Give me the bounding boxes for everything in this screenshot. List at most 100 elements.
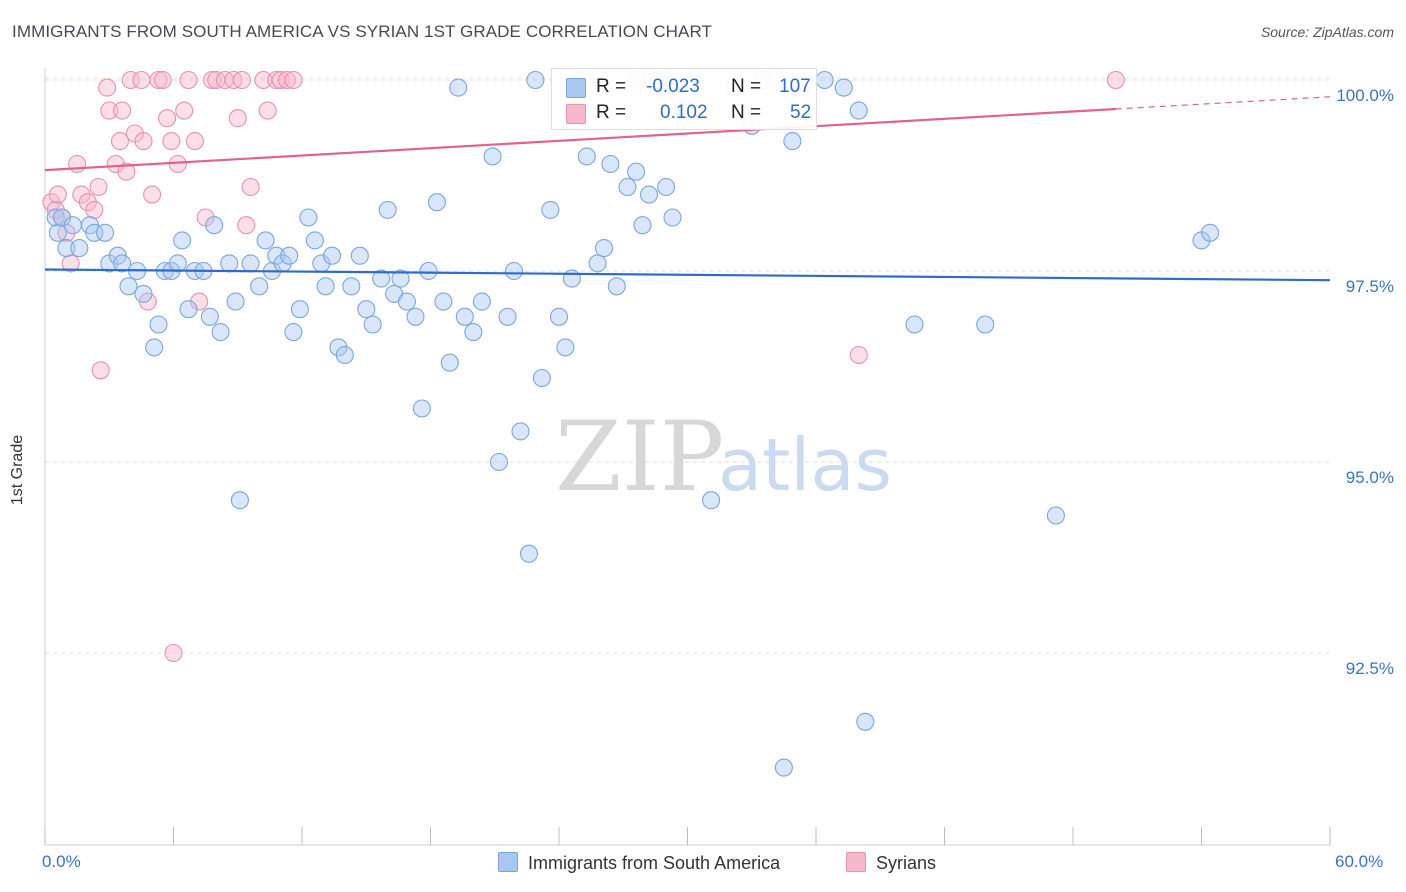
south-america-point-30 <box>241 254 260 273</box>
south-america-point-71 <box>526 70 545 90</box>
south-america-point-102 <box>976 315 995 334</box>
trend-line-syrians <box>44 107 1116 172</box>
south-america-point-38 <box>290 300 309 319</box>
south-america-point-40 <box>305 231 324 250</box>
south-america-point-50 <box>372 269 391 288</box>
south-america-point-59 <box>434 292 453 311</box>
south-america-point-0 <box>46 208 65 227</box>
bottom-legend-syrians: Syrians <box>846 852 936 874</box>
south-america-point-80 <box>594 239 614 258</box>
syrians-point-18 <box>121 70 140 90</box>
syrians-point-50 <box>849 345 868 365</box>
syrians-point-23 <box>143 185 162 204</box>
south-america-point-64 <box>472 292 491 311</box>
south-america-point-32 <box>256 231 275 250</box>
south-america-point-27 <box>220 254 239 273</box>
y-tick-95: 95.0% <box>1345 468 1394 487</box>
south-america-point-55 <box>406 307 425 326</box>
syrians-point-15 <box>110 132 130 151</box>
south-america-point-85 <box>633 216 652 235</box>
south-america-point-66 <box>489 452 509 472</box>
syrians-point-32 <box>185 132 204 151</box>
south-america-point-75 <box>556 338 575 357</box>
x-tick-min: 0.0% <box>42 852 81 871</box>
syrians-point-31 <box>179 70 198 90</box>
south-america-point-5 <box>70 239 89 258</box>
syrians-point-48 <box>284 70 303 90</box>
syrians-point-7 <box>72 185 91 204</box>
south-america-point-95 <box>774 758 793 777</box>
south-america-point-54 <box>397 292 416 311</box>
south-america-point-42 <box>316 277 335 296</box>
legend-r-value: -0.023 <box>646 76 700 97</box>
legend-n-label: N = <box>731 76 762 97</box>
south-america-point-39 <box>299 208 318 227</box>
south-america-point-72 <box>532 368 551 388</box>
legend-swatch-blue <box>498 852 518 872</box>
south-america-point-43 <box>322 246 342 265</box>
chart-title: IMMIGRANTS FROM SOUTH AMERICA VS SYRIAN … <box>12 22 713 41</box>
syrians-point-26 <box>158 109 177 128</box>
legend-n-value: 107 <box>779 76 811 97</box>
south-america-point-19 <box>168 254 187 273</box>
syrians-point-39 <box>228 109 247 128</box>
south-america-point-16 <box>149 315 168 334</box>
syrians-point-42 <box>241 177 260 197</box>
south-america-point-103 <box>1046 506 1065 525</box>
south-america-point-31 <box>250 277 269 296</box>
south-america-point-96 <box>783 132 802 151</box>
syrians-point-35 <box>203 70 222 90</box>
south-america-point-51 <box>378 200 397 219</box>
syrians-point-8 <box>78 193 97 212</box>
syrians-point-27 <box>162 132 181 151</box>
syrians-point-13 <box>100 101 119 120</box>
y-tick-97-5: 97.5% <box>1345 277 1394 296</box>
syrians-point-16 <box>113 101 132 120</box>
syrians-point-47 <box>277 70 297 90</box>
south-america-point-62 <box>455 307 474 326</box>
syrians-point-12 <box>98 78 117 97</box>
south-america-point-86 <box>639 185 659 204</box>
syrians-point-11 <box>91 361 110 380</box>
south-america-point-7 <box>85 223 104 242</box>
syrians-point-6 <box>68 154 87 174</box>
syrians-point-51 <box>1106 70 1125 90</box>
south-america-point-48 <box>357 300 376 319</box>
south-america-point-65 <box>483 147 502 166</box>
south-america-point-69 <box>511 422 530 441</box>
south-america-point-20 <box>173 231 192 250</box>
south-america-point-24 <box>200 307 219 326</box>
south-america-point-105 <box>1201 223 1220 242</box>
south-america-point-100 <box>856 712 875 731</box>
legend-swatch-pink <box>846 852 866 872</box>
south-america-point-79 <box>588 254 607 273</box>
legend-label-south-america: Immigrants from South America <box>528 853 781 873</box>
south-america-point-74 <box>549 307 569 326</box>
south-america-point-21 <box>179 300 198 319</box>
syrians-point-40 <box>232 70 252 90</box>
south-america-point-101 <box>905 315 924 334</box>
south-america-point-57 <box>419 261 438 281</box>
syrians-point-28 <box>164 643 183 663</box>
y-tick-100: 100.0% <box>1336 86 1394 105</box>
south-america-point-25 <box>205 216 224 235</box>
south-america-point-11 <box>113 254 132 273</box>
series-syrians-points <box>42 70 1125 663</box>
legend-r-label: R = <box>596 76 627 97</box>
south-america-point-76 <box>562 269 581 288</box>
trend-lines <box>44 96 1331 282</box>
syrians-point-46 <box>271 70 290 90</box>
south-america-point-61 <box>449 78 468 97</box>
legend-r-label: R = <box>596 102 627 123</box>
syrians-point-41 <box>237 216 256 235</box>
x-tick-max: 60.0% <box>1335 852 1384 871</box>
syrians-point-24 <box>149 70 168 90</box>
south-america-point-84 <box>627 162 646 181</box>
syrians-point-9 <box>85 200 104 219</box>
legend-swatch-blue <box>566 78 586 98</box>
south-america-point-53 <box>391 269 410 288</box>
south-america-point-8 <box>95 223 115 242</box>
south-america-point-37 <box>284 323 303 342</box>
south-america-point-3 <box>57 239 76 258</box>
south-america-point-1 <box>48 223 67 242</box>
